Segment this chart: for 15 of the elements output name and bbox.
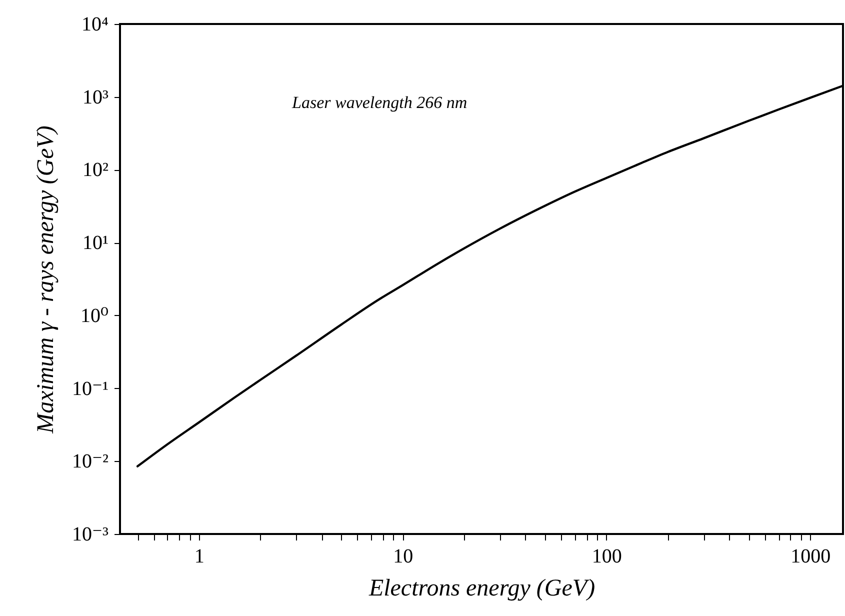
y-axis-title: Maximum γ - rays energy (GeV) [32, 126, 59, 434]
y-tick-label: 10¹ [82, 232, 108, 254]
y-tick-label: 10⁻² [72, 450, 108, 473]
y-tick-label: 10⁻³ [72, 524, 108, 546]
y-tick-label: 10³ [82, 86, 108, 108]
y-tick-label: 10⁰ [80, 304, 108, 327]
annotation: Laser wavelength 266 nm [291, 93, 468, 112]
x-tick-label: 1000 [790, 546, 831, 568]
x-tick-label: 100 [592, 546, 622, 568]
y-tick-label: 10⁴ [82, 14, 109, 36]
x-tick-label: 1 [194, 546, 204, 568]
y-tick-label: 10² [82, 159, 108, 182]
x-tick-label: 10 [393, 546, 414, 568]
y-tick-label: 10⁻¹ [72, 378, 108, 400]
x-axis-title: Electrons energy (GeV) [368, 576, 596, 602]
